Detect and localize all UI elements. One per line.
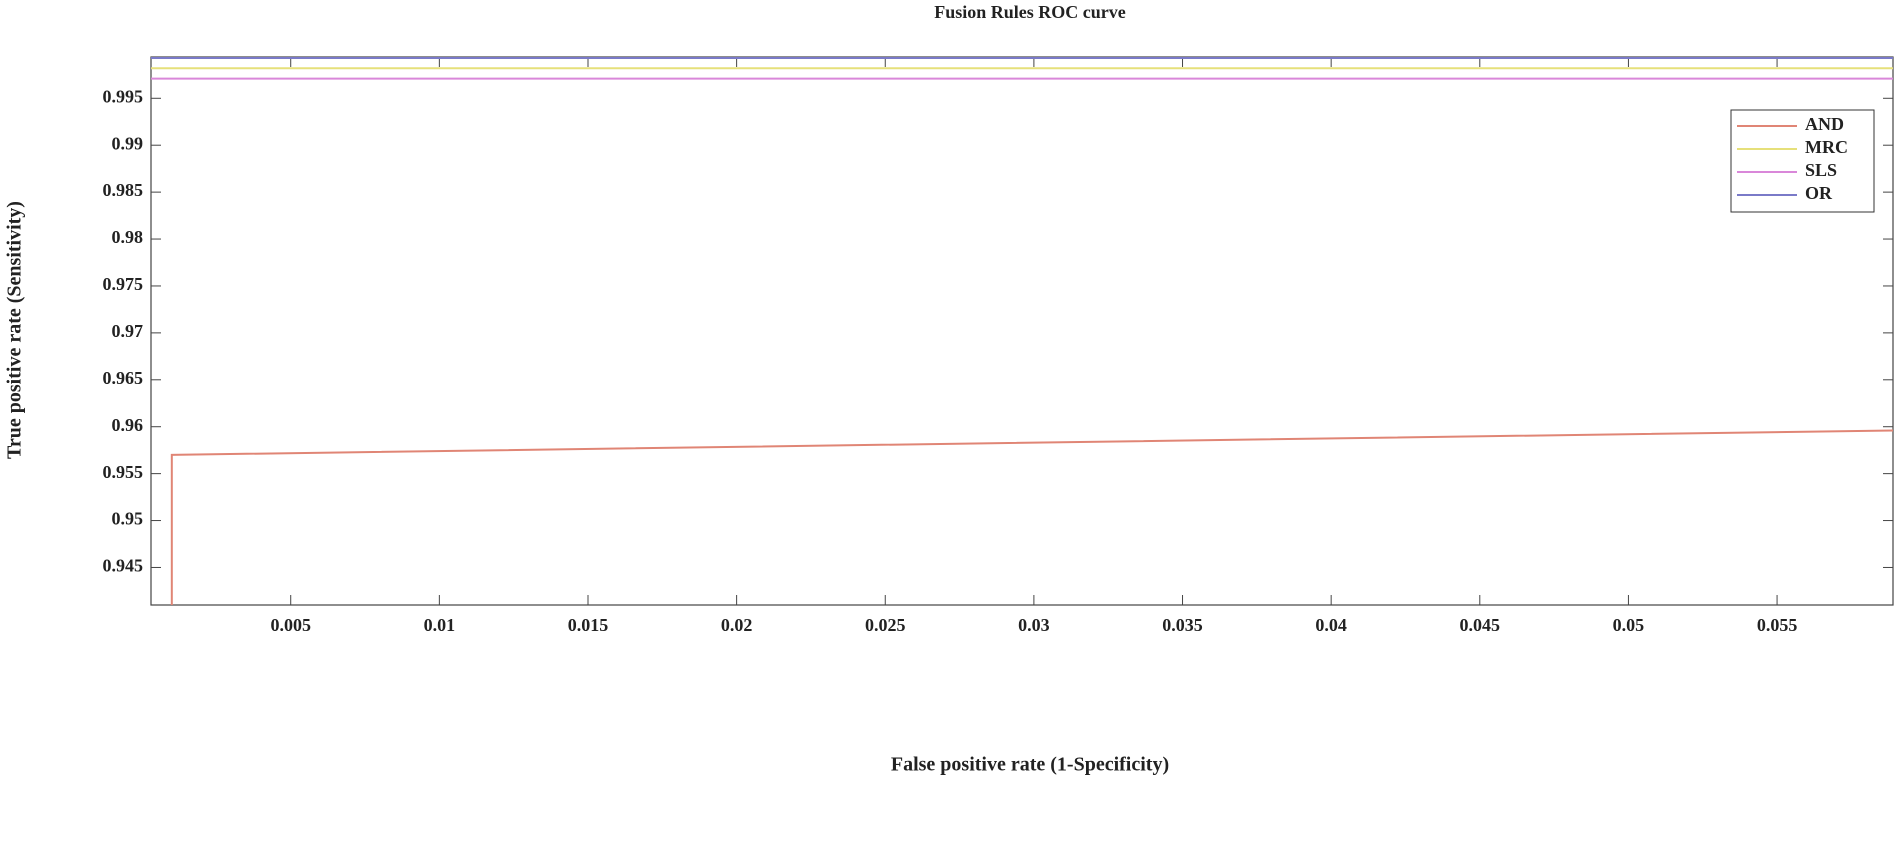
line-series — [170, 429, 1894, 605]
y-tick-label: 0.965 — [103, 368, 144, 388]
x-tick-label: 0.045 — [1460, 615, 1501, 635]
x-tick-label: 0.04 — [1315, 615, 1347, 635]
y-tick-label: 0.99 — [112, 133, 144, 153]
y-tick-label: 0.975 — [103, 274, 144, 294]
x-tick-label: 0.05 — [1613, 615, 1645, 635]
y-axis-label: True positive rate (Sensitivity) — [4, 201, 26, 459]
x-tick-label: 0.025 — [865, 615, 906, 635]
x-tick-label: 0.055 — [1757, 615, 1798, 635]
legend-label: MRC — [1805, 137, 1848, 157]
x-tick-label: 0.03 — [1018, 615, 1050, 635]
plot-area — [150, 56, 1894, 606]
x-tick-label: 0.035 — [1162, 615, 1203, 635]
y-tick-label: 0.945 — [103, 556, 144, 576]
y-tick-label: 0.985 — [103, 180, 144, 200]
x-tick-label: 0.02 — [721, 615, 753, 635]
x-axis-label: False positive rate (1-Specificity) — [891, 754, 1169, 776]
y-tick-label: 0.995 — [103, 86, 144, 106]
x-tick-label: 0.005 — [270, 615, 311, 635]
legend-label: SLS — [1805, 160, 1837, 180]
y-tick-label: 0.97 — [112, 321, 144, 341]
y-tick-label: 0.955 — [103, 462, 144, 482]
x-tick-label: 0.01 — [424, 615, 456, 635]
x-tick-label: 0.015 — [568, 615, 609, 635]
y-tick-label: 0.96 — [112, 415, 144, 435]
legend-label: OR — [1805, 183, 1833, 203]
chart-title: Fusion Rules ROC curve — [934, 2, 1126, 22]
legend-label: AND — [1805, 114, 1844, 134]
y-tick-label: 0.98 — [112, 227, 144, 247]
y-tick-label: 0.95 — [112, 509, 144, 529]
